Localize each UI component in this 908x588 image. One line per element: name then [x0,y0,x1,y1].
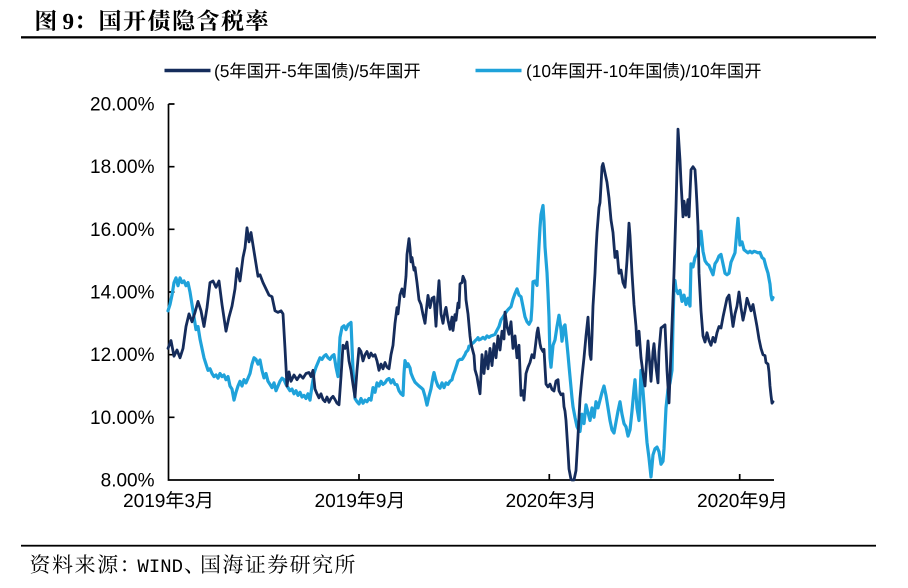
svg-text:10.00%: 10.00% [90,408,155,429]
svg-text:18.00%: 18.00% [90,157,155,178]
svg-text:14.00%: 14.00% [90,283,155,304]
svg-text:20.00%: 20.00% [90,95,155,116]
svg-text:12.00%: 12.00% [90,345,155,366]
svg-text:8.00%: 8.00% [101,471,155,492]
svg-text:16.00%: 16.00% [90,220,155,241]
